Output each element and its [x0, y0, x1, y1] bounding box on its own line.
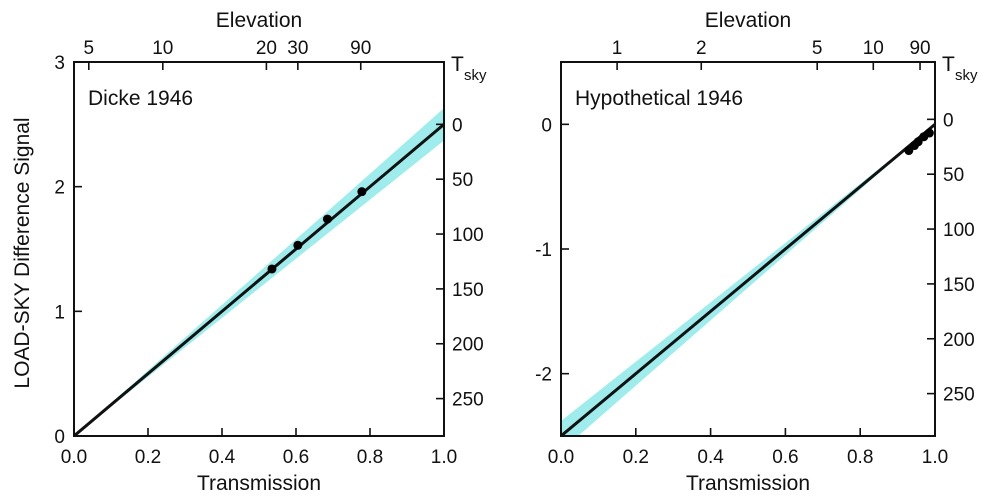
- panel-annotation: Dicke 1946: [88, 87, 193, 110]
- tsky-axis-title: T: [451, 53, 464, 76]
- y-tick-label: 2: [54, 178, 65, 199]
- elevation-axis-title: Elevation: [705, 9, 791, 32]
- chart-panel-hypothetical: 0.0 0.2 0.4 0.6 0.8 1.0 Transmission -2 -1 0 1 2 5 10…: [535, 9, 978, 495]
- y-tick-label: -2: [535, 365, 552, 386]
- y-tick-label: 1: [54, 302, 65, 323]
- x-tick-label: 0.2: [135, 447, 161, 468]
- data-point: [293, 240, 303, 250]
- x-tick-label: 0.8: [847, 447, 873, 468]
- tsky-axis-title: T: [942, 53, 955, 76]
- elevation-tick-label: 20: [256, 38, 277, 59]
- elevation-tick-label: 1: [612, 38, 623, 59]
- tsky-tick-label: 250: [452, 390, 484, 411]
- data-point: [267, 264, 277, 274]
- fit-line: [74, 123, 444, 436]
- x-tick-label: 0.2: [623, 447, 649, 468]
- x-tick-label: 0.6: [283, 447, 309, 468]
- elevation-tick-label: 90: [909, 38, 930, 59]
- elevation-tick-label: 5: [84, 38, 95, 59]
- tsky-tick-label: 200: [943, 330, 975, 351]
- x-tick-label: 0.8: [357, 447, 383, 468]
- x-axis-title: Transmission: [686, 472, 810, 495]
- elevation-tick-label: 30: [287, 38, 308, 59]
- x-tick-label: 0.4: [697, 447, 724, 468]
- elevation-axis-title: Elevation: [216, 9, 302, 32]
- tsky-axis-subscript: sky: [464, 67, 487, 84]
- tsky-tick-label: 200: [452, 335, 484, 356]
- tsky-tick-label: 250: [943, 385, 975, 406]
- x-tick-label: 0.0: [548, 447, 574, 468]
- uncertainty-band: [74, 108, 444, 436]
- tsky-tick-label: 0: [943, 110, 954, 131]
- tsky-tick-label: 0: [452, 115, 463, 136]
- elevation-tick-label: 2: [696, 38, 707, 59]
- tsky-tick-label: 150: [452, 280, 484, 301]
- tsky-tick-label: 150: [943, 275, 975, 296]
- x-tick-label: 1.0: [431, 447, 457, 468]
- elevation-tick-label: 10: [152, 38, 173, 59]
- x-axis-title: Transmission: [197, 472, 321, 495]
- data-point: [322, 214, 332, 224]
- y-tick-label: -1: [535, 240, 552, 261]
- y-tick-label: 0: [54, 427, 65, 448]
- elevation-tick-label: 10: [863, 38, 884, 59]
- tsky-tick-label: 50: [452, 170, 473, 191]
- y-tick-label: 0: [541, 115, 552, 136]
- elevation-tick-label: 90: [350, 38, 371, 59]
- x-tick-label: 0.6: [772, 447, 798, 468]
- x-tick-label: 0.0: [61, 447, 87, 468]
- tsky-axis-subscript: sky: [955, 67, 978, 84]
- x-tick-label: 0.4: [209, 447, 236, 468]
- x-tick-label: 1.0: [922, 447, 948, 468]
- plot-frame: [73, 61, 445, 437]
- tsky-tick-label: 50: [943, 165, 964, 186]
- data-point: [924, 128, 934, 138]
- elevation-tick-label: 5: [812, 38, 823, 59]
- fit-line: [561, 123, 935, 436]
- y-axis-title: LOAD-SKY Difference Signal: [11, 117, 34, 388]
- uncertainty-band: [561, 124, 935, 436]
- data-point: [357, 187, 367, 197]
- tsky-tick-label: 100: [943, 220, 975, 241]
- y-tick-label: 3: [54, 53, 65, 74]
- chart-panel-dicke: 0.0 0.2 0.4 0.6 0.8 1.0 Transmission 0 1 2 3 LOAD-S…: [11, 9, 487, 495]
- tsky-tick-label: 100: [452, 225, 484, 246]
- panel-annotation: Hypothetical 1946: [575, 87, 743, 110]
